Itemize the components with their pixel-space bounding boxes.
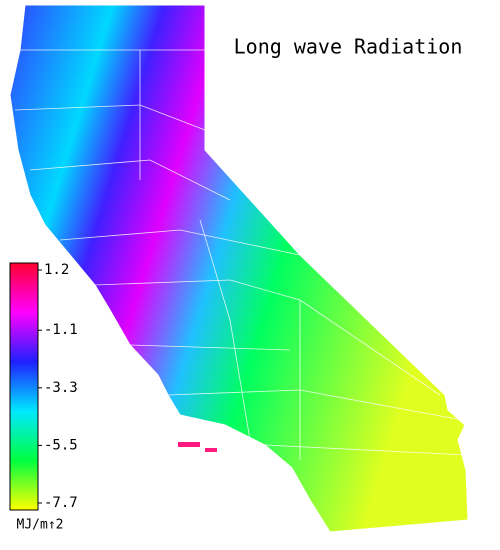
colorbar-tick-label: -3.3 xyxy=(44,380,78,396)
colorbar-unit: MJ/m↑2 xyxy=(17,518,64,533)
channel-islands xyxy=(178,442,217,452)
colorbar-tick-label: -7.7 xyxy=(44,495,78,511)
map-title: Long wave Radiation xyxy=(234,35,463,59)
california-region xyxy=(9,4,469,533)
county-lines xyxy=(14,49,467,460)
colorbar-tick-label: -1.1 xyxy=(44,322,78,338)
colorbar-tick-label: 1.2 xyxy=(44,262,69,278)
colorbar xyxy=(9,262,39,511)
colorbar-tick-label: -5.5 xyxy=(44,437,78,453)
